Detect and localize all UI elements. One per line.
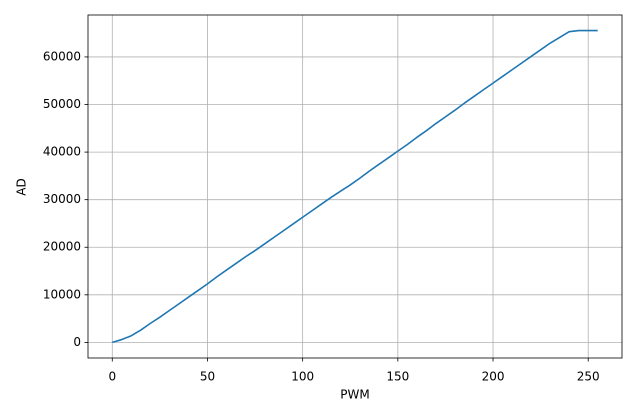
x-tick-label: 150 (386, 370, 409, 384)
data-line (112, 29, 598, 344)
plot-frame (87, 14, 623, 359)
y-tick-label: 60000 (43, 49, 81, 63)
x-tick-label: 200 (482, 370, 505, 384)
y-tick-label: 50000 (43, 97, 81, 111)
y-tick-label: 20000 (43, 240, 81, 254)
y-tick-label: 30000 (43, 192, 81, 206)
x-tick-label: 50 (200, 370, 215, 384)
y-tick-label: 10000 (43, 287, 81, 301)
y-axis-label: AD (15, 178, 29, 195)
y-tick-label: 0 (73, 335, 81, 349)
y-tick-label: 40000 (43, 145, 81, 159)
x-tick-label: 0 (108, 370, 116, 384)
x-tick-label: 100 (291, 370, 314, 384)
x-tick-label: 250 (577, 370, 600, 384)
x-axis-label: PWM (340, 388, 369, 402)
